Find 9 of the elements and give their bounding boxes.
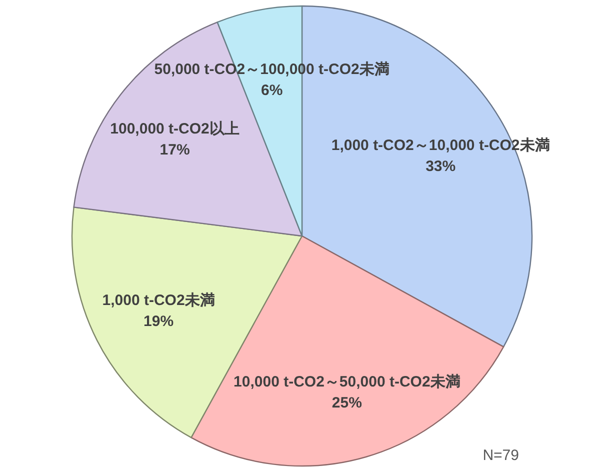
slice-label: 10,000 t-CO2～50,000 t-CO2未満 <box>234 374 460 391</box>
slice-label: 1,000 t-CO2未満 <box>102 292 215 310</box>
data-label: 33% <box>426 158 456 176</box>
data-label: 25% <box>332 394 362 412</box>
data-label: 6% <box>260 82 283 99</box>
data-label: 17% <box>160 141 190 158</box>
slice-label: 100,000 t-CO2以上 <box>110 120 240 138</box>
data-label: 19% <box>144 313 174 330</box>
text: N=79 <box>482 447 519 464</box>
